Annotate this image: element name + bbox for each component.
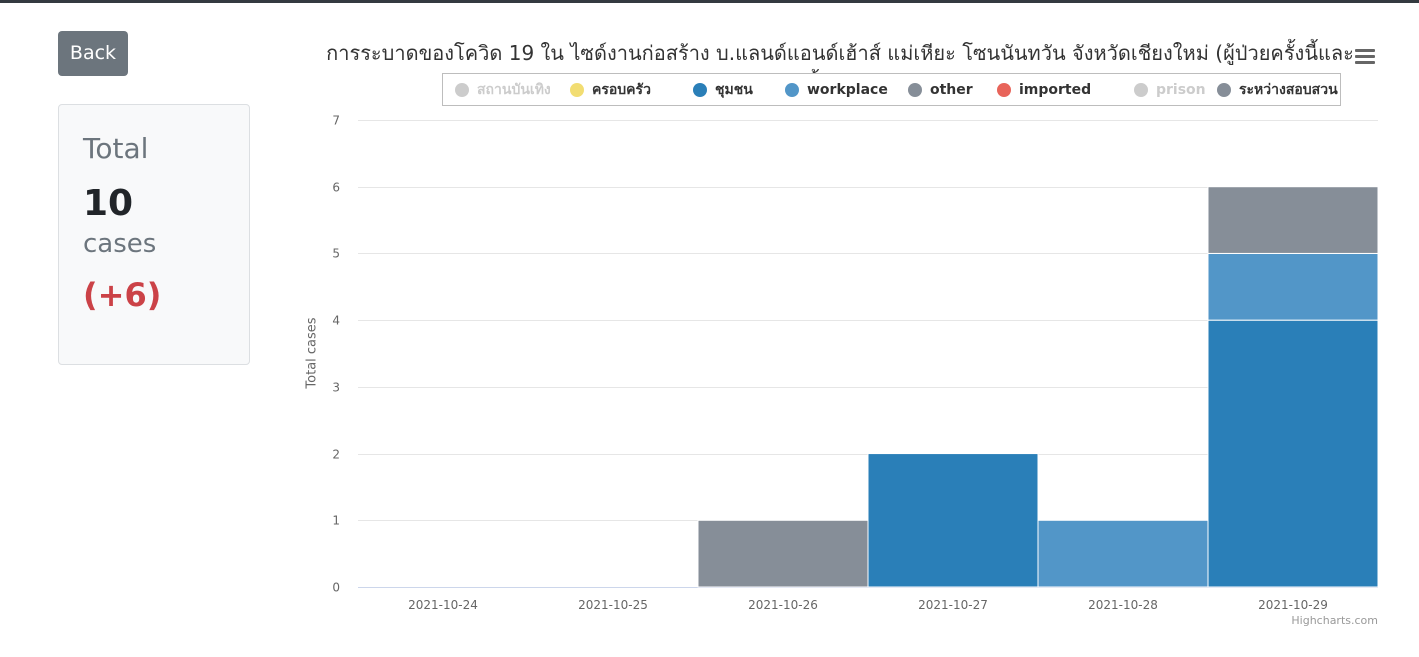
back-button[interactable]: Back <box>58 31 128 76</box>
legend-item[interactable]: สถานบันเทิง <box>455 74 551 105</box>
total-unit: cases <box>83 229 157 259</box>
total-cases-card: Total 10 cases (+6) <box>58 104 250 365</box>
chart-legend: สถานบันเทิง ครอบครัว ชุมชน workplace other im… <box>442 73 1341 106</box>
x-tick-label: 2021-10-27 <box>918 598 988 612</box>
y-tick-label: 1 <box>332 514 340 528</box>
legend-label: ครอบครัว <box>592 81 651 98</box>
bar <box>1207 186 1379 254</box>
legend-item[interactable]: ชุมชน <box>693 74 753 105</box>
legend-symbol <box>1134 82 1148 97</box>
legend-symbol <box>455 82 469 97</box>
legend-symbol <box>693 82 707 97</box>
y-tick-label: 0 <box>332 581 340 595</box>
x-tick-label: 2021-10-25 <box>578 598 648 612</box>
legend-label: other <box>930 81 973 98</box>
top-bar <box>0 0 1419 3</box>
legend-symbol <box>785 82 799 97</box>
legend-item[interactable]: ระหว่างสอบสวน <box>1217 74 1338 105</box>
legend-label: สถานบันเทิง <box>477 81 551 98</box>
y-tick-label: 4 <box>332 314 340 328</box>
total-label: Total <box>83 132 149 165</box>
legend-label: ระหว่างสอบสวน <box>1239 81 1338 98</box>
bar <box>1037 519 1209 588</box>
legend-item[interactable]: imported <box>997 74 1091 105</box>
legend-label: imported <box>1019 81 1092 98</box>
legend-item[interactable]: workplace <box>785 74 888 105</box>
y-tick-label: 5 <box>332 247 340 261</box>
legend-label: ชุมชน <box>715 81 753 98</box>
legend-item[interactable]: ครอบครัว <box>570 74 651 105</box>
bar <box>697 519 869 588</box>
chart-menu-icon[interactable] <box>1350 44 1380 70</box>
legend-item[interactable]: prison <box>1134 74 1206 105</box>
y-tick-label: 7 <box>332 114 340 128</box>
y-tick-label: 3 <box>332 381 340 395</box>
legend-label: workplace <box>807 81 888 98</box>
chart-credits[interactable]: Highcharts.com <box>1291 614 1378 627</box>
legend-symbol <box>1217 82 1231 97</box>
total-value: 10 <box>83 183 134 224</box>
bar <box>1207 252 1379 321</box>
legend-symbol <box>908 82 922 97</box>
x-tick-label: 2021-10-29 <box>1258 598 1328 612</box>
legend-symbol <box>570 82 584 97</box>
x-tick-label: 2021-10-24 <box>408 598 478 612</box>
y-tick-label: 6 <box>332 181 340 195</box>
legend-item[interactable]: other <box>908 74 973 105</box>
bar <box>867 453 1039 588</box>
legend-label: prison <box>1156 81 1206 98</box>
x-tick-label: 2021-10-26 <box>748 598 818 612</box>
total-delta: (+6) <box>83 276 162 314</box>
bar <box>1207 319 1379 588</box>
y-tick-label: 2 <box>332 448 340 462</box>
x-tick-label: 2021-10-28 <box>1088 598 1158 612</box>
legend-symbol <box>997 82 1011 97</box>
